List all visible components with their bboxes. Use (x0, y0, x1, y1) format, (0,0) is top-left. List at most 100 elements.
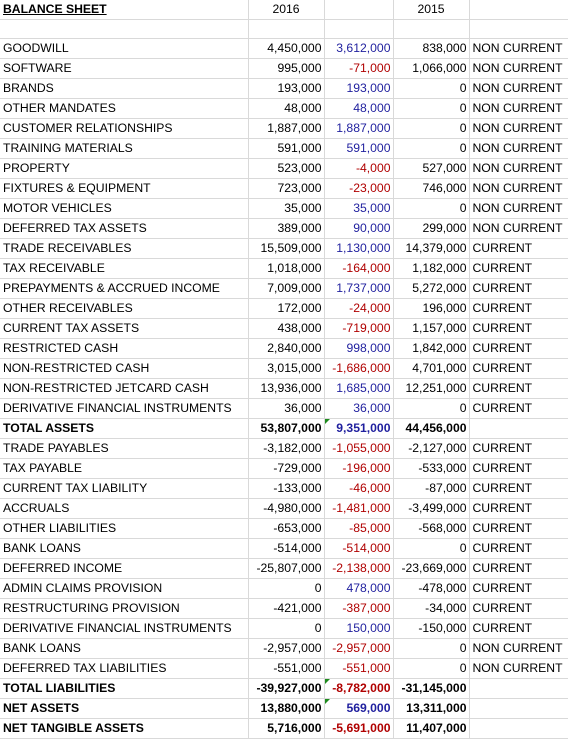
row-label-cell[interactable]: DERIVATIVE FINANCIAL INSTRUMENTS (0, 398, 249, 419)
value-2016-cell[interactable]: 0 (248, 578, 325, 599)
value-2015-cell[interactable]: 14,379,000 (393, 238, 470, 259)
change-cell[interactable]: -387,000 (324, 598, 394, 619)
value-2016-cell[interactable]: 172,000 (248, 298, 325, 319)
change-cell[interactable]: -2,138,000 (324, 558, 394, 579)
change-cell[interactable]: -164,000 (324, 258, 394, 279)
value-2015-cell[interactable]: -31,145,000 (393, 678, 470, 699)
change-cell[interactable]: 3,612,000 (324, 38, 394, 59)
classification-cell[interactable]: NON CURRENT (469, 198, 568, 219)
classification-cell[interactable]: CURRENT (469, 618, 568, 639)
value-2016-cell[interactable]: -39,927,000 (248, 678, 325, 699)
change-cell[interactable]: 150,000 (324, 618, 394, 639)
change-cell[interactable]: -5,691,000 (324, 718, 394, 739)
row-label-cell[interactable]: DERIVATIVE FINANCIAL INSTRUMENTS (0, 618, 249, 639)
row-label-cell[interactable]: DEFERRED TAX LIABILITIES (0, 658, 249, 679)
change-cell[interactable]: -551,000 (324, 658, 394, 679)
classification-cell[interactable]: CURRENT (469, 498, 568, 519)
change-cell[interactable]: -1,686,000 (324, 358, 394, 379)
value-2016-cell[interactable]: -3,182,000 (248, 438, 325, 459)
classification-cell[interactable]: NON CURRENT (469, 78, 568, 99)
classification-cell[interactable]: CURRENT (469, 238, 568, 259)
classification-cell[interactable] (469, 698, 568, 719)
row-label-cell[interactable]: RESTRUCTURING PROVISION (0, 598, 249, 619)
value-2015-cell[interactable]: -478,000 (393, 578, 470, 599)
row-label-cell[interactable]: OTHER MANDATES (0, 98, 249, 119)
value-2015-cell[interactable]: 12,251,000 (393, 378, 470, 399)
value-2015-cell[interactable]: 4,701,000 (393, 358, 470, 379)
row-label-cell[interactable]: CUSTOMER RELATIONSHIPS (0, 118, 249, 139)
value-2015-cell[interactable]: 0 (393, 638, 470, 659)
classification-cell[interactable]: CURRENT (469, 518, 568, 539)
row-label-cell[interactable]: FIXTURES & EQUIPMENT (0, 178, 249, 199)
value-2016-cell[interactable]: 13,880,000 (248, 698, 325, 719)
classification-cell[interactable]: NON CURRENT (469, 118, 568, 139)
row-label-cell[interactable]: TRADE RECEIVABLES (0, 238, 249, 259)
change-cell[interactable]: 48,000 (324, 98, 394, 119)
sheet-title-cell[interactable]: BALANCE SHEET (0, 0, 249, 20)
value-2015-cell[interactable]: -3,499,000 (393, 498, 470, 519)
value-2016-cell[interactable]: 723,000 (248, 178, 325, 199)
classification-cell[interactable]: CURRENT (469, 558, 568, 579)
row-label-cell[interactable]: TAX RECEIVABLE (0, 258, 249, 279)
value-2016-cell[interactable]: -653,000 (248, 518, 325, 539)
classification-cell[interactable]: NON CURRENT (469, 658, 568, 679)
row-label-cell[interactable]: CURRENT TAX ASSETS (0, 318, 249, 339)
classification-cell[interactable]: CURRENT (469, 378, 568, 399)
classification-cell[interactable]: NON CURRENT (469, 158, 568, 179)
value-2016-cell[interactable]: 995,000 (248, 58, 325, 79)
change-cell[interactable]: 478,000 (324, 578, 394, 599)
classification-cell[interactable] (469, 418, 568, 439)
value-2015-cell[interactable]: 0 (393, 118, 470, 139)
value-2015-cell[interactable]: -23,669,000 (393, 558, 470, 579)
classification-cell[interactable] (469, 718, 568, 739)
value-2015-cell[interactable]: 0 (393, 98, 470, 119)
value-2015-cell[interactable]: -34,000 (393, 598, 470, 619)
value-2016-cell[interactable]: 2,840,000 (248, 338, 325, 359)
change-cell[interactable]: -71,000 (324, 58, 394, 79)
row-label-cell[interactable]: NET ASSETS (0, 698, 249, 719)
classification-cell[interactable]: NON CURRENT (469, 178, 568, 199)
empty-cell[interactable] (469, 0, 568, 20)
row-label-cell[interactable]: OTHER LIABILITIES (0, 518, 249, 539)
change-cell[interactable]: 1,685,000 (324, 378, 394, 399)
row-label-cell[interactable]: DEFERRED TAX ASSETS (0, 218, 249, 239)
classification-cell[interactable] (469, 678, 568, 699)
value-2015-cell[interactable]: -87,000 (393, 478, 470, 499)
value-2016-cell[interactable]: 1,887,000 (248, 118, 325, 139)
value-2015-cell[interactable]: 527,000 (393, 158, 470, 179)
value-2016-cell[interactable]: -514,000 (248, 538, 325, 559)
year-2015-cell[interactable]: 2015 (393, 0, 470, 20)
classification-cell[interactable]: CURRENT (469, 358, 568, 379)
row-label-cell[interactable]: CURRENT TAX LIABILITY (0, 478, 249, 499)
row-label-cell[interactable]: TOTAL LIABILITIES (0, 678, 249, 699)
row-label-cell[interactable]: RESTRICTED CASH (0, 338, 249, 359)
row-label-cell[interactable]: ACCRUALS (0, 498, 249, 519)
change-cell[interactable]: -1,481,000 (324, 498, 394, 519)
change-cell[interactable]: -4,000 (324, 158, 394, 179)
change-cell[interactable]: -85,000 (324, 518, 394, 539)
change-cell[interactable]: -196,000 (324, 458, 394, 479)
classification-cell[interactable]: NON CURRENT (469, 98, 568, 119)
value-2015-cell[interactable]: 1,066,000 (393, 58, 470, 79)
empty-cell[interactable] (469, 19, 568, 39)
value-2016-cell[interactable]: 53,807,000 (248, 418, 325, 439)
row-label-cell[interactable]: PROPERTY (0, 158, 249, 179)
row-label-cell[interactable]: DEFERRED INCOME (0, 558, 249, 579)
classification-cell[interactable]: CURRENT (469, 258, 568, 279)
year-2016-cell[interactable]: 2016 (248, 0, 325, 20)
row-label-cell[interactable]: NON-RESTRICTED CASH (0, 358, 249, 379)
value-2016-cell[interactable]: -729,000 (248, 458, 325, 479)
change-cell[interactable]: 1,737,000 (324, 278, 394, 299)
value-2015-cell[interactable]: 299,000 (393, 218, 470, 239)
row-label-cell[interactable]: NET TANGIBLE ASSETS (0, 718, 249, 739)
classification-cell[interactable]: NON CURRENT (469, 638, 568, 659)
row-label-cell[interactable]: GOODWILL (0, 38, 249, 59)
value-2015-cell[interactable]: 196,000 (393, 298, 470, 319)
value-2016-cell[interactable]: 13,936,000 (248, 378, 325, 399)
value-2015-cell[interactable]: 0 (393, 138, 470, 159)
value-2016-cell[interactable]: 35,000 (248, 198, 325, 219)
value-2016-cell[interactable]: -4,980,000 (248, 498, 325, 519)
row-label-cell[interactable]: ADMIN CLAIMS PROVISION (0, 578, 249, 599)
value-2016-cell[interactable]: -25,807,000 (248, 558, 325, 579)
classification-cell[interactable]: CURRENT (469, 598, 568, 619)
